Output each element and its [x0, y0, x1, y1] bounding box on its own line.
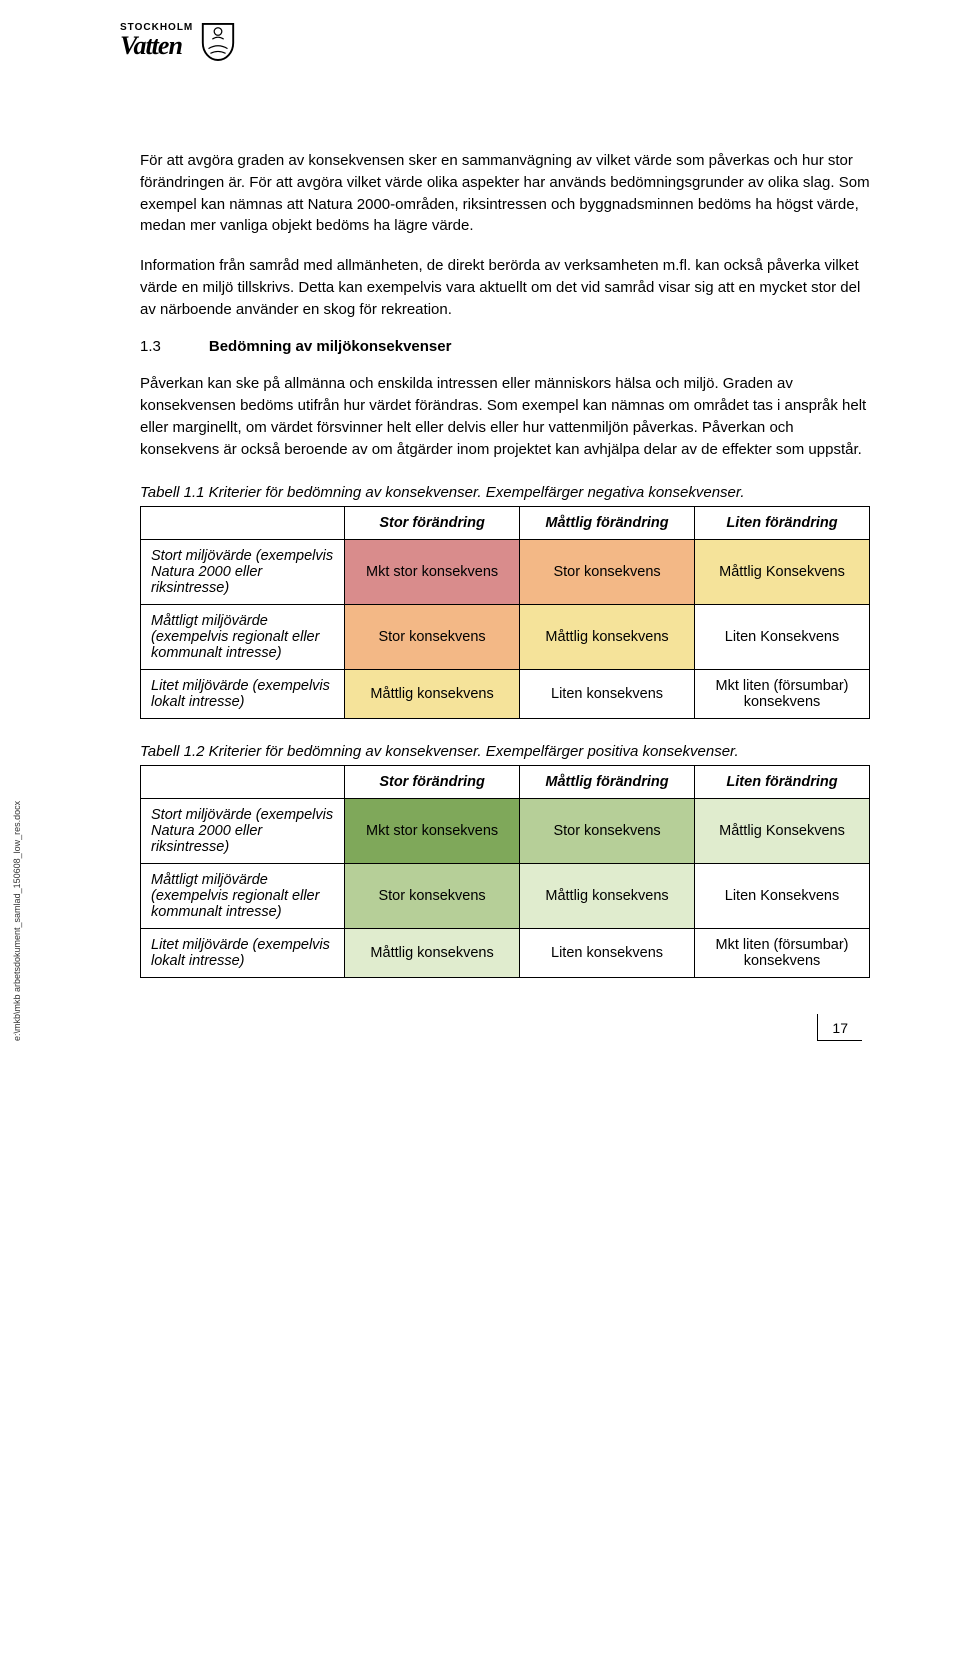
page-number-box: 17 — [140, 1014, 870, 1041]
table-row: Måttligt miljövärde (exempelvis regional… — [141, 863, 870, 928]
consequence-cell: Mkt stor konsekvens — [345, 540, 520, 605]
paragraph-1: För att avgöra graden av konsekvensen sk… — [140, 150, 870, 237]
row-label: Måttligt miljövärde (exempelvis regional… — [141, 863, 345, 928]
row-label: Stort miljövärde (exempelvis Natura 2000… — [141, 798, 345, 863]
table-row: Måttligt miljövärde (exempelvis regional… — [141, 605, 870, 670]
section-number: 1.3 — [140, 338, 161, 355]
table-row: Stort miljövärde (exempelvis Natura 2000… — [141, 540, 870, 605]
consequence-cell: Mkt liten (försumbar) konsekvens — [695, 670, 870, 719]
row-label: Stort miljövärde (exempelvis Natura 2000… — [141, 540, 345, 605]
table-header: Liten förändring — [695, 765, 870, 798]
table-header: Stor förändring — [345, 507, 520, 540]
table-header-blank — [141, 507, 345, 540]
consequence-cell: Måttlig konsekvens — [520, 605, 695, 670]
table-header: Måttlig förändring — [520, 507, 695, 540]
table-row: Litet miljövärde (exempelvis lokalt intr… — [141, 670, 870, 719]
consequence-cell: Liten Konsekvens — [695, 605, 870, 670]
consequence-cell: Måttlig konsekvens — [345, 928, 520, 977]
table-row: Stort miljövärde (exempelvis Natura 2000… — [141, 798, 870, 863]
table-header-blank — [141, 765, 345, 798]
table-negative: Stor förändringMåttlig förändringLiten f… — [140, 506, 870, 719]
consequence-cell: Måttlig Konsekvens — [695, 540, 870, 605]
paragraph-3: Påverkan kan ske på allmänna och enskild… — [140, 373, 870, 460]
table2-caption: Tabell 1.2 Kriterier för bedömning av ko… — [140, 741, 870, 763]
table-row: Litet miljövärde (exempelvis lokalt intr… — [141, 928, 870, 977]
section-title: Bedömning av miljökonsekvenser — [209, 338, 452, 355]
row-label: Litet miljövärde (exempelvis lokalt intr… — [141, 928, 345, 977]
consequence-cell: Liten konsekvens — [520, 928, 695, 977]
consequence-cell: Liten Konsekvens — [695, 863, 870, 928]
consequence-cell: Stor konsekvens — [345, 605, 520, 670]
section-heading: 1.3 Bedömning av miljökonsekvenser — [140, 338, 870, 355]
table-header: Stor förändring — [345, 765, 520, 798]
consequence-cell: Liten konsekvens — [520, 670, 695, 719]
footer-filepath: e:\mkb\mkb arbetsdokument_samlad_150608_… — [12, 801, 22, 1041]
crest-icon — [199, 20, 237, 62]
paragraph-2: Information från samråd med allmänheten,… — [140, 255, 870, 320]
row-label: Måttligt miljövärde (exempelvis regional… — [141, 605, 345, 670]
table1-caption: Tabell 1.1 Kriterier för bedömning av ko… — [140, 482, 870, 504]
consequence-cell: Måttlig konsekvens — [520, 863, 695, 928]
consequence-cell: Måttlig Konsekvens — [695, 798, 870, 863]
page-number: 17 — [817, 1014, 862, 1041]
consequence-cell: Måttlig konsekvens — [345, 670, 520, 719]
table-header: Liten förändring — [695, 507, 870, 540]
consequence-cell: Mkt liten (försumbar) konsekvens — [695, 928, 870, 977]
content: För att avgöra graden av konsekvensen sk… — [140, 150, 870, 1041]
logo: STOCKHOLM Vatten — [120, 20, 237, 62]
consequence-cell: Stor konsekvens — [520, 540, 695, 605]
consequence-cell: Mkt stor konsekvens — [345, 798, 520, 863]
logo-text: STOCKHOLM Vatten — [120, 23, 193, 59]
table-header: Måttlig förändring — [520, 765, 695, 798]
row-label: Litet miljövärde (exempelvis lokalt intr… — [141, 670, 345, 719]
consequence-cell: Stor konsekvens — [520, 798, 695, 863]
document-page: STOCKHOLM Vatten För att avgöra graden a… — [0, 0, 960, 1081]
table-positive: Stor förändringMåttlig förändringLiten f… — [140, 765, 870, 978]
consequence-cell: Stor konsekvens — [345, 863, 520, 928]
logo-big-text: Vatten — [120, 33, 193, 59]
